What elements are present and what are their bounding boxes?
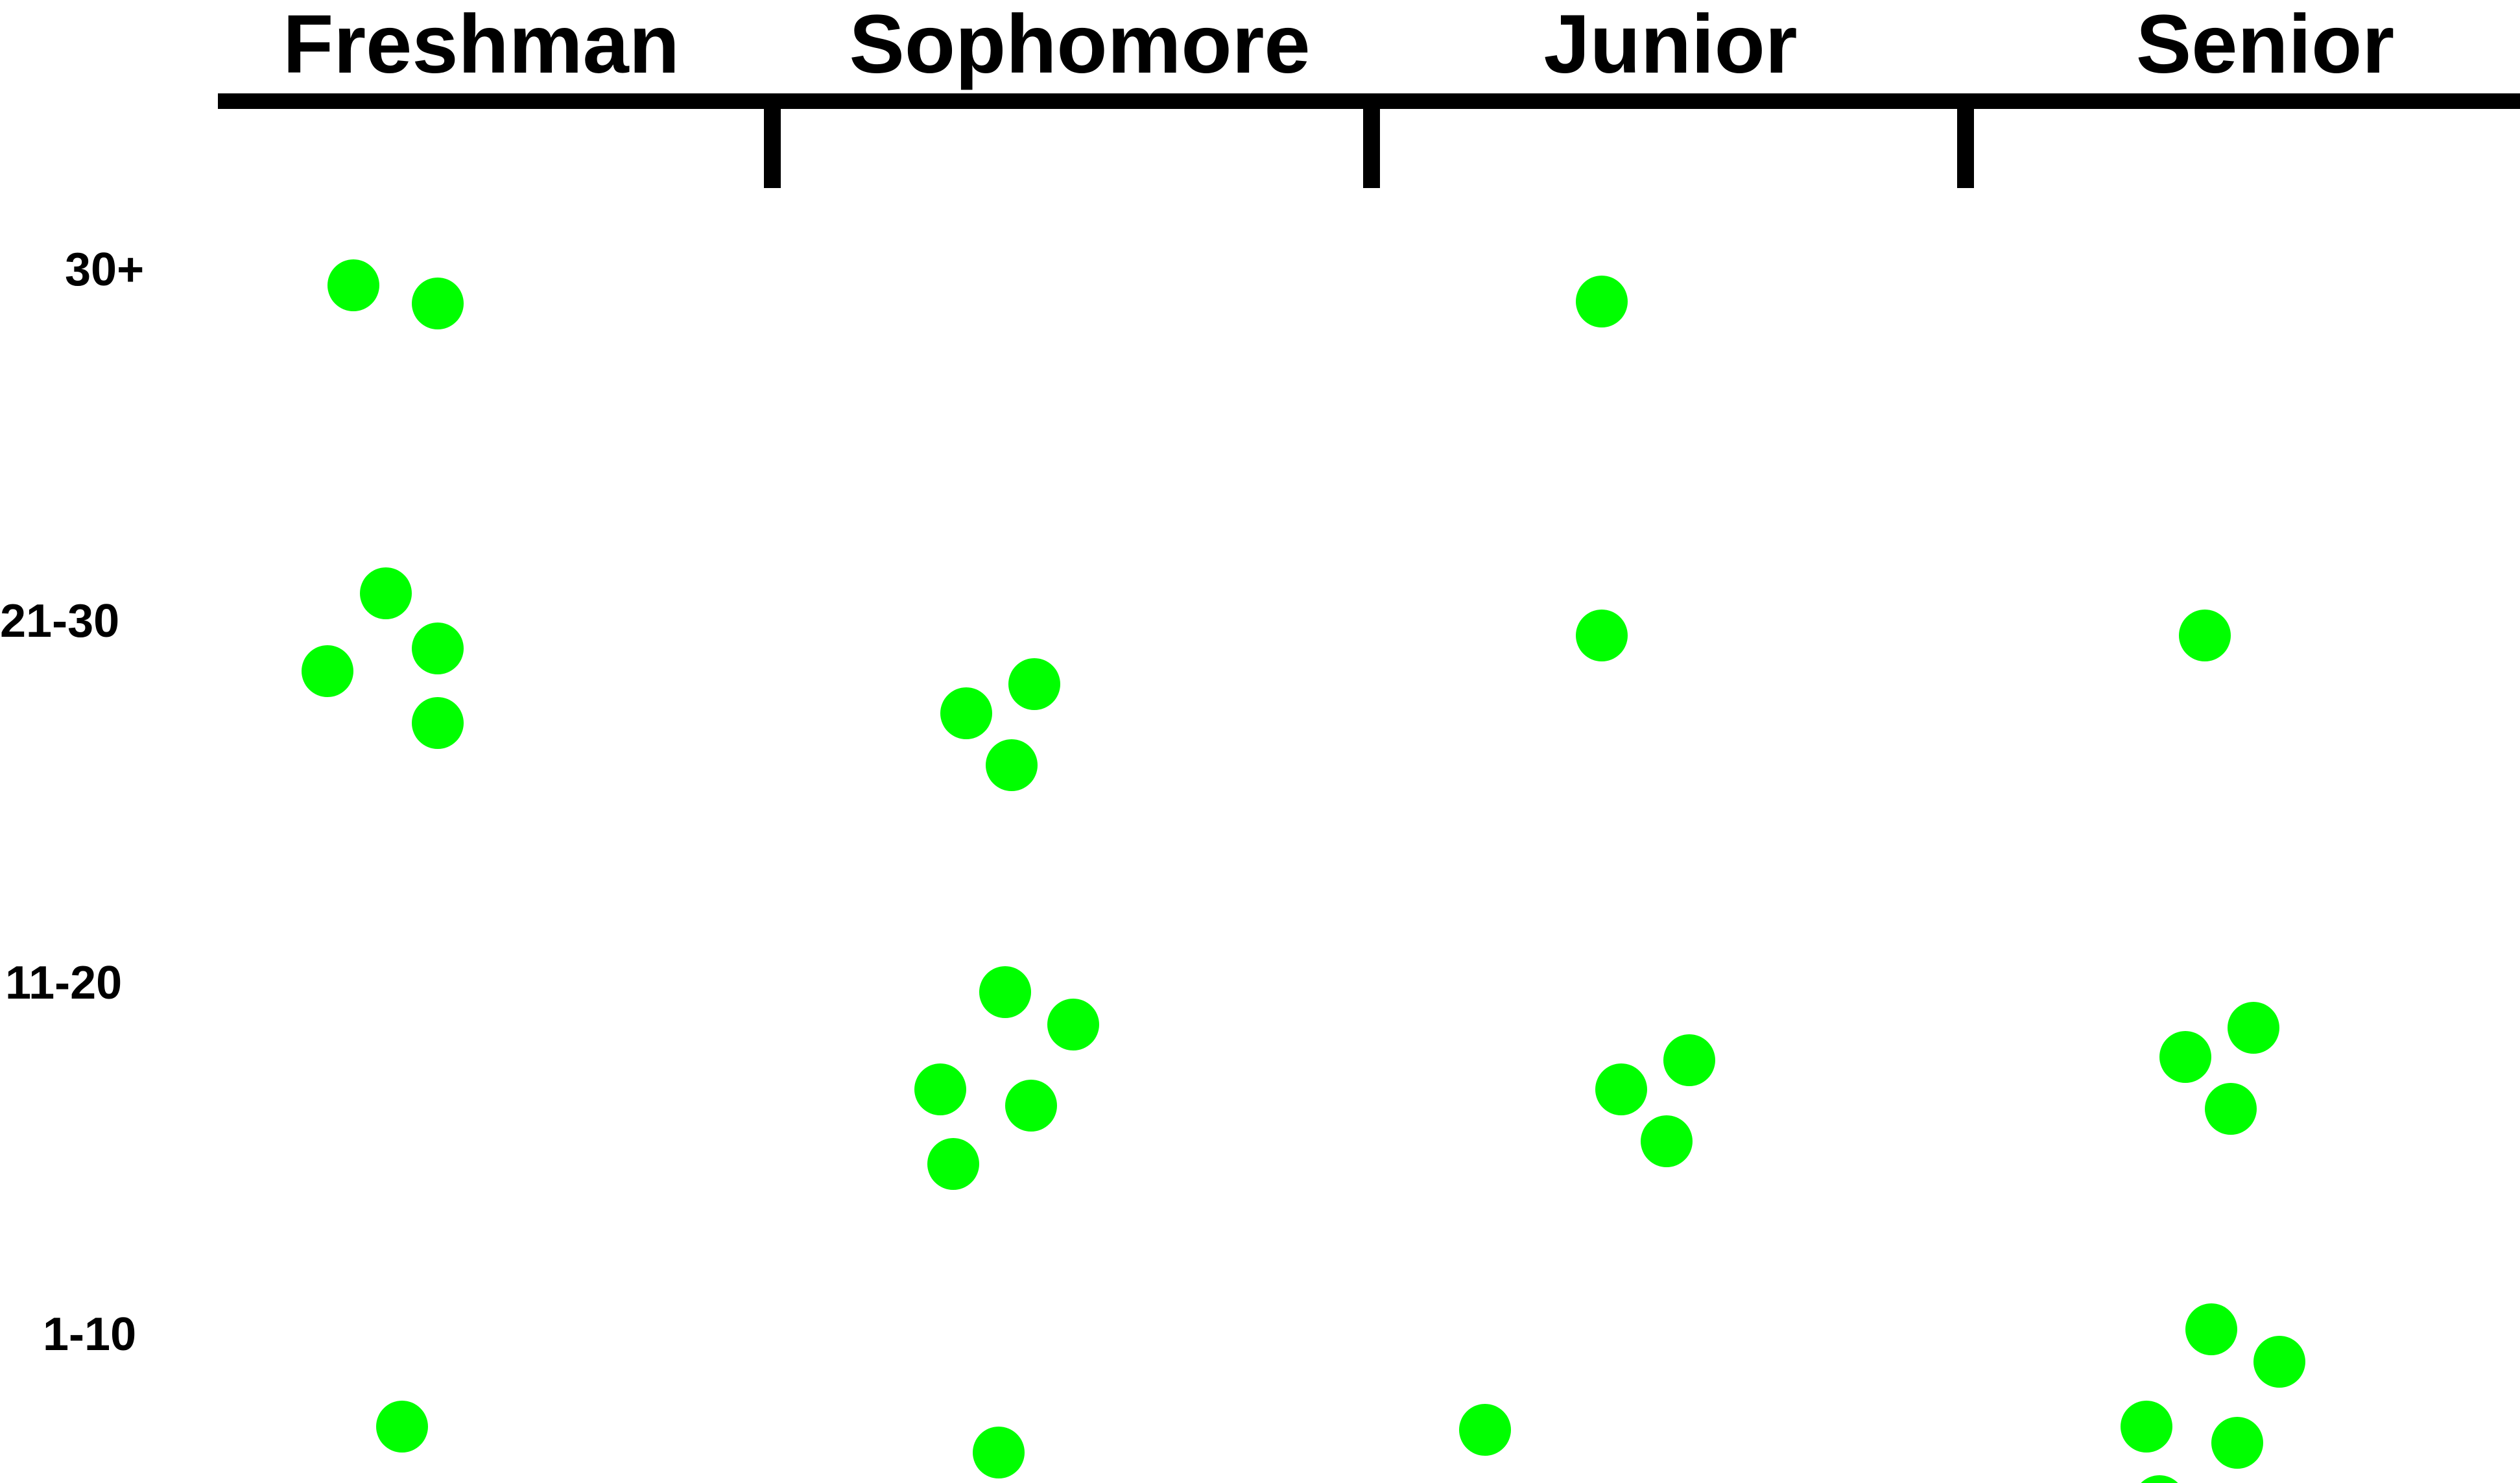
- column-label-junior: Junior: [1543, 0, 1797, 91]
- data-point-junior-30plus-1: [1576, 276, 1628, 327]
- data-point-senior-1-10-1: [2185, 1303, 2237, 1355]
- data-point-sophomore-21-30-2: [1008, 658, 1060, 710]
- data-point-sophomore-21-30-1: [940, 687, 992, 739]
- data-point-senior-1-10-2: [2253, 1336, 2305, 1388]
- data-points: [302, 259, 2305, 1483]
- data-point-sophomore-11-20-4: [1005, 1080, 1057, 1132]
- column-label-sophomore: Sophomore: [849, 0, 1310, 91]
- data-point-senior-1-10-3: [2121, 1401, 2172, 1453]
- data-point-sophomore-1-10-1: [973, 1427, 1025, 1478]
- row-label-1-10: 1-10: [43, 1309, 136, 1360]
- data-point-sophomore-11-20-5: [927, 1138, 979, 1190]
- data-point-freshman-21-30-2: [412, 623, 464, 674]
- data-point-freshman-21-30-1: [360, 567, 412, 619]
- data-point-sophomore-21-30-3: [986, 739, 1038, 791]
- data-point-junior-11-20-2: [1663, 1034, 1715, 1086]
- data-point-senior-1-10-4: [2211, 1417, 2263, 1469]
- data-point-junior-1-10-1: [1459, 1404, 1511, 1456]
- data-point-sophomore-11-20-1: [979, 966, 1031, 1018]
- row-label-30plus: 30+: [65, 244, 144, 296]
- data-point-senior-21-30-1: [2179, 610, 2231, 661]
- data-point-freshman-30plus-2: [412, 278, 464, 329]
- data-point-junior-21-30-1: [1576, 610, 1628, 661]
- column-divider-2: [1363, 104, 1380, 188]
- data-point-senior-11-20-1: [2159, 1031, 2211, 1083]
- data-point-senior-11-20-2: [2228, 1002, 2279, 1054]
- column-divider-1: [764, 104, 781, 188]
- data-point-freshman-21-30-4: [412, 697, 464, 749]
- data-point-freshman-1-10-1: [376, 1401, 428, 1453]
- row-label-11-20: 11-20: [5, 957, 122, 1009]
- data-point-freshman-30plus-1: [327, 259, 379, 311]
- data-point-sophomore-11-20-2: [1047, 999, 1099, 1050]
- data-point-junior-11-20-1: [1595, 1063, 1647, 1115]
- data-point-junior-11-20-3: [1641, 1115, 1693, 1167]
- chart-frame: [218, 93, 2520, 188]
- data-point-sophomore-11-20-3: [914, 1063, 966, 1115]
- column-divider-3: [1957, 104, 1974, 188]
- row-labels: 30+ 21-30 11-20 1-10: [0, 244, 144, 1360]
- data-point-senior-11-20-3: [2205, 1083, 2257, 1135]
- column-label-freshman: Freshman: [283, 0, 680, 91]
- data-point-senior-1-10-5: [2141, 1475, 2178, 1483]
- row-label-21-30: 21-30: [0, 595, 119, 647]
- data-point-freshman-21-30-3: [302, 645, 353, 697]
- column-label-senior: Senior: [2136, 0, 2394, 91]
- column-labels: Freshman Sophomore Junior Senior: [283, 0, 2394, 91]
